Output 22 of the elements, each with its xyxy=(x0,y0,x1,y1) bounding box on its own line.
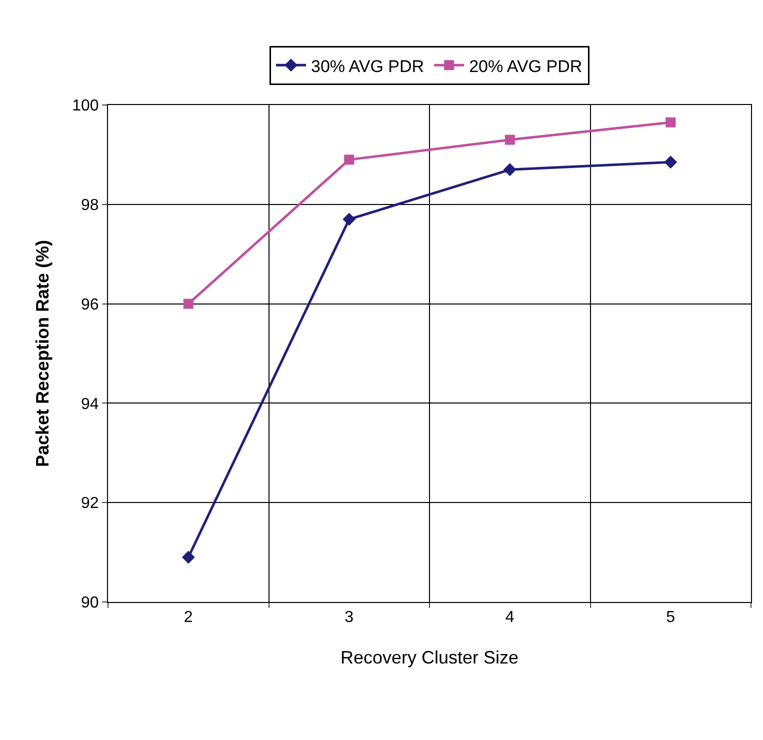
y-tick-label: 100 xyxy=(72,98,99,115)
point xyxy=(182,550,195,564)
x-tick-label: 2 xyxy=(184,609,193,626)
y-tick-label: 98 xyxy=(81,197,99,214)
legend-label: 20% AVG PDR xyxy=(469,56,582,76)
x-tick-label: 3 xyxy=(344,609,354,626)
y-tick-label: 92 xyxy=(81,495,99,512)
point xyxy=(503,163,516,176)
x-axis-title: Recovery Cluster Size xyxy=(340,647,519,668)
x-tick-label: 5 xyxy=(666,609,676,626)
point xyxy=(183,298,194,309)
legend-label: 30% AVG PDR xyxy=(311,56,424,76)
point xyxy=(344,154,354,165)
y-tick-label: 94 xyxy=(81,396,99,413)
x-tick-label: 4 xyxy=(505,609,514,626)
point xyxy=(664,156,678,169)
y-axis-title: Packet Reception Rate (%) xyxy=(32,240,52,468)
y-tick-label: 96 xyxy=(81,296,99,314)
point xyxy=(504,134,515,145)
point xyxy=(342,212,356,226)
y-tick-label: 90 xyxy=(81,594,99,612)
point xyxy=(666,117,676,128)
